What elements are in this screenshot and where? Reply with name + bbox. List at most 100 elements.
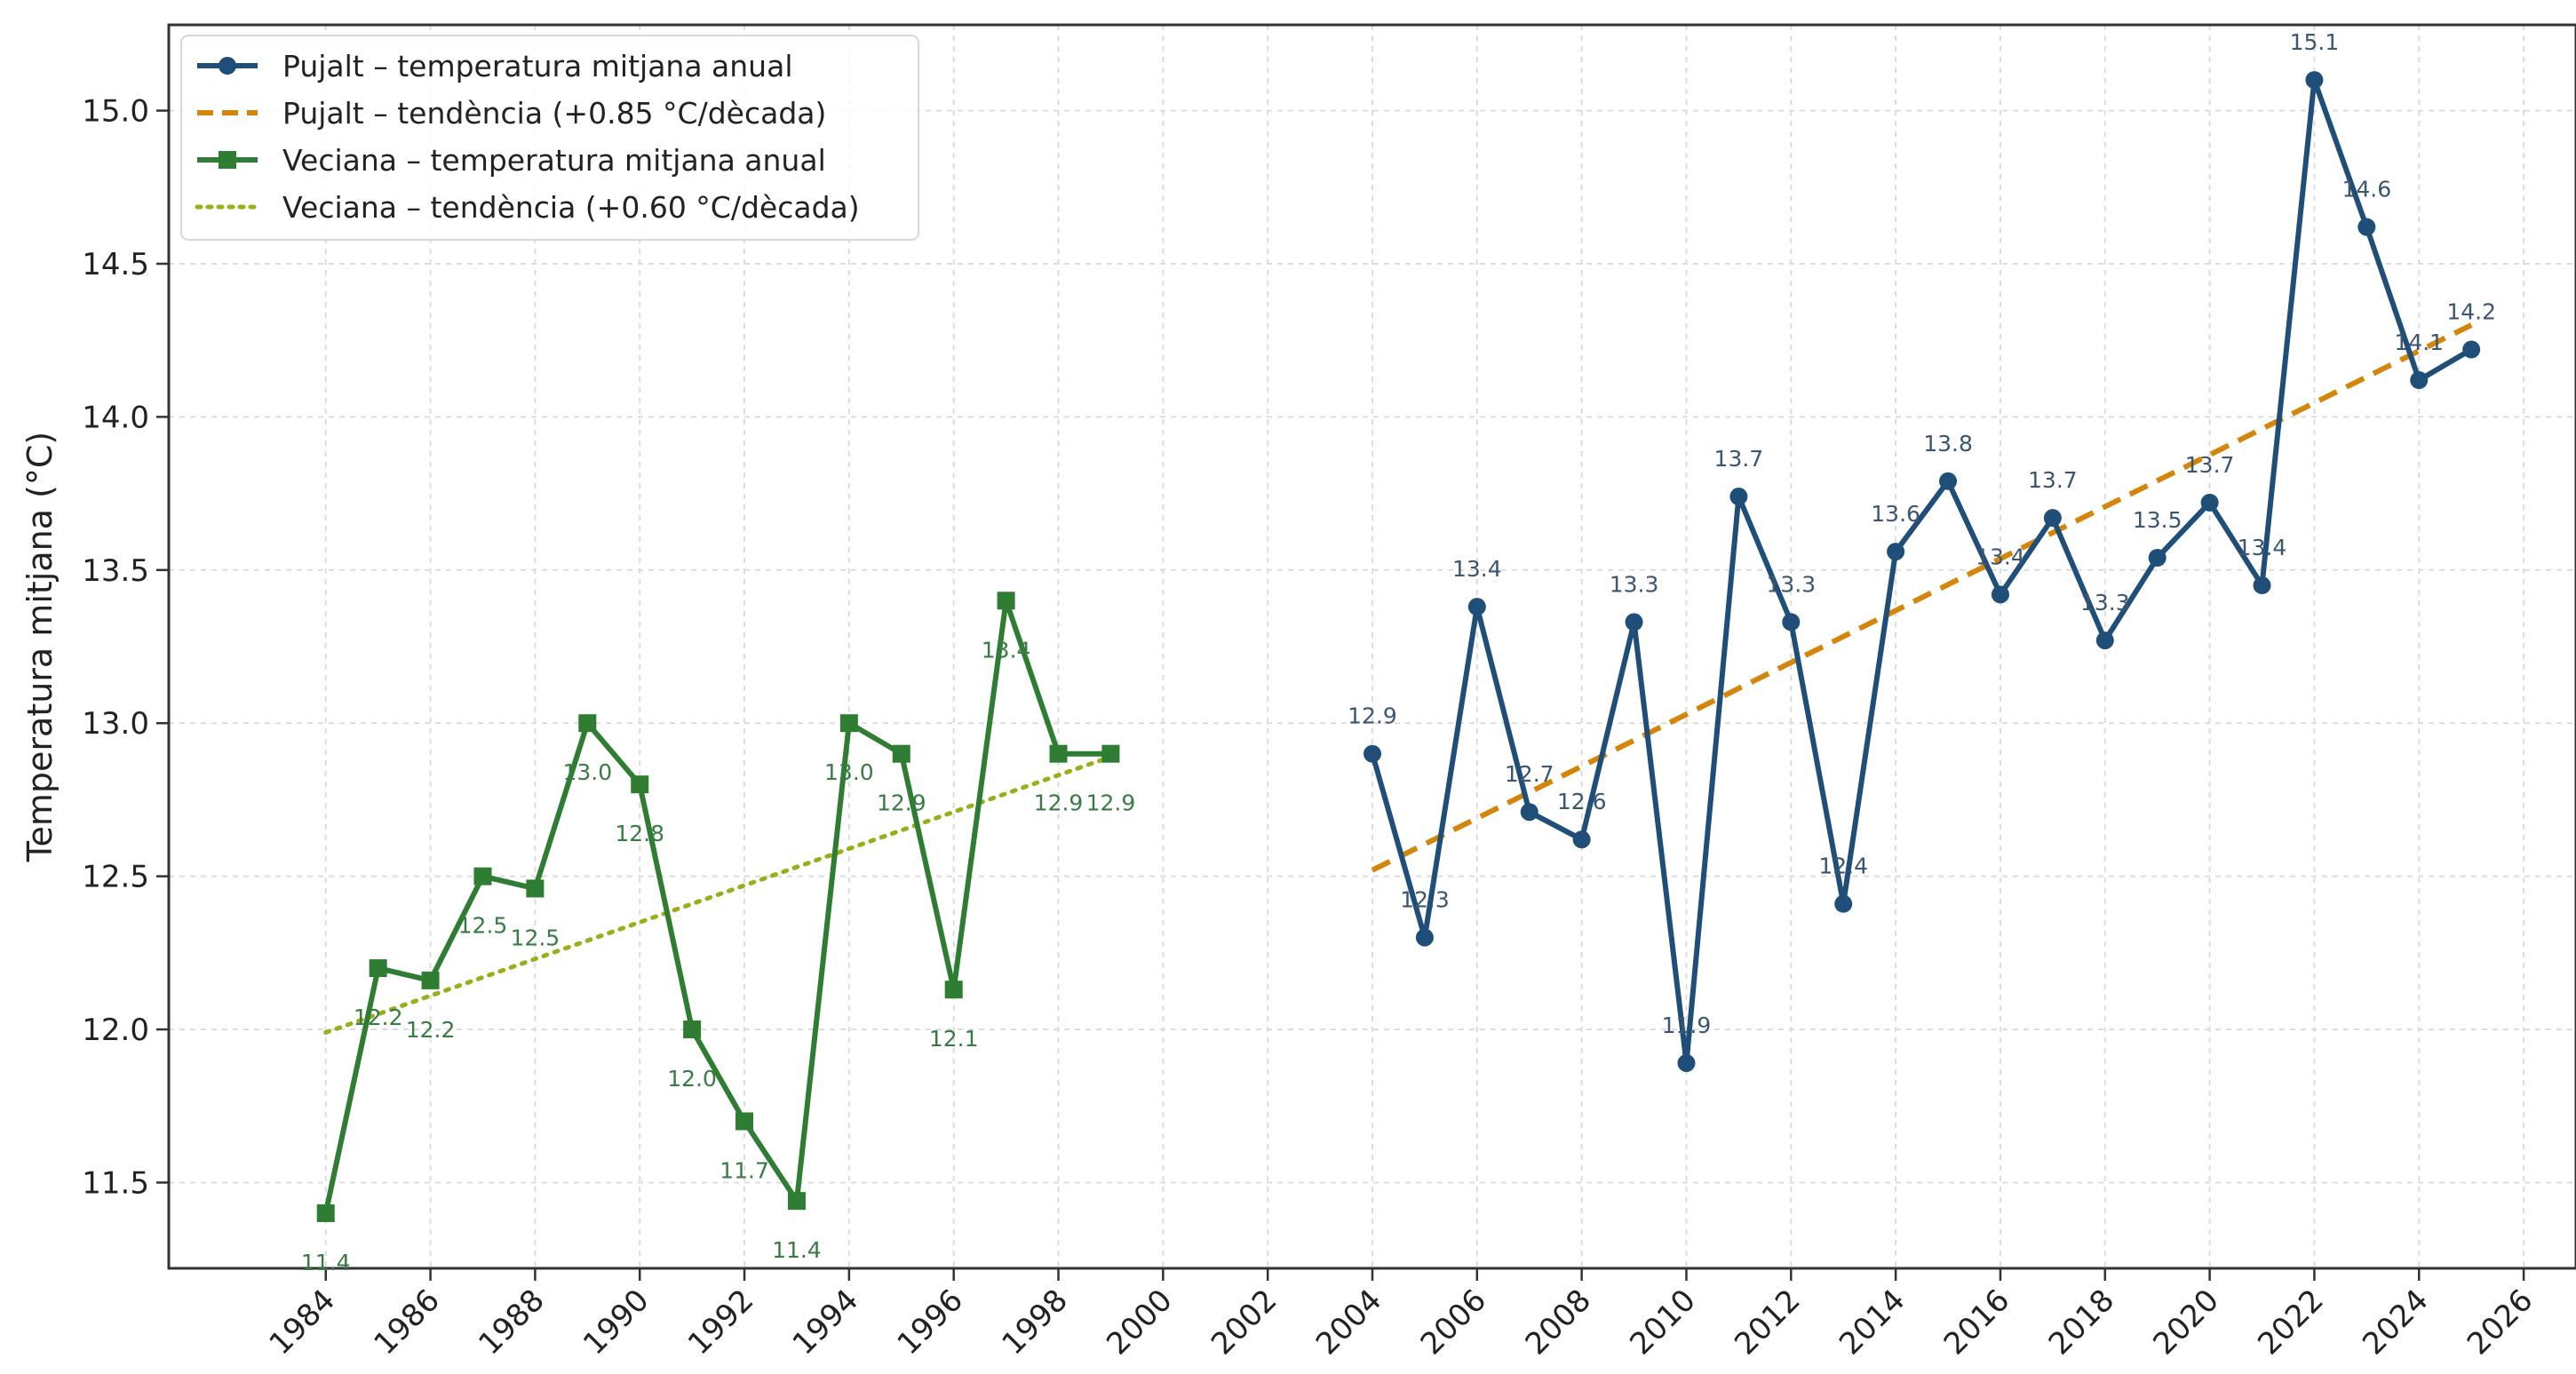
pujalt-point [2462,340,2481,359]
veciana-series-line [322,598,1111,1214]
veciana-data-label: 12.9 [877,790,926,816]
pujalt-data-label: 12.3 [1400,887,1450,913]
y-tick-label: 13.5 [82,553,149,589]
veciana-point [1101,744,1120,763]
pujalt-point [2200,493,2219,512]
data-labels: 11.4 12.2 12.2 12.5 12.5 13.0 12.8 12.0 11.7 11.4… [301,29,2496,1275]
y-tick-label: 14.5 [82,247,149,282]
veciana-data-label: 11.4 [301,1250,351,1275]
legend-marker-circle [219,57,236,75]
pujalt-point [1677,1053,1696,1072]
pujalt-data-label: 13.3 [1610,571,1659,597]
veciana-point [1049,744,1068,763]
pujalt-data-label: 13.3 [2080,590,2130,616]
y-tick-label: 11.5 [82,1165,149,1201]
pujalt-data-label: 13.7 [1714,446,1764,472]
pujalt-series-line [1370,77,2473,1066]
pujalt-point [2043,509,2062,528]
pujalt-point [2305,71,2324,90]
veciana-point [683,1021,702,1039]
veciana-point [473,867,492,886]
veciana-data-label: 11.7 [720,1157,769,1183]
series [316,71,2481,1222]
veciana-point [578,714,597,733]
veciana-point [316,1203,335,1222]
pujalt-data-label: 13.6 [1871,501,1920,527]
y-tick-label: 15.0 [82,94,149,130]
legend-box [180,35,919,241]
veciana-data-label: 12.1 [929,1026,979,1052]
veciana-data-label: 12.0 [667,1066,717,1092]
pujalt-data-label: 14.1 [2394,330,2444,355]
pujalt-point [1991,585,2009,604]
pujalt-point [2148,549,2167,567]
pujalt-data-label: 13.4 [1976,544,2025,569]
veciana-data-label: 11.4 [772,1237,822,1263]
veciana-data-label: 12.2 [354,1005,403,1030]
pujalt-point [1729,488,1748,506]
pujalt-data-label: 13.8 [1923,431,1973,457]
legend-marker-square [219,151,236,169]
legend-entry-label: Pujalt – tendència (+0.85 °C/dècada) [282,96,826,131]
pujalt-data-label: 12.7 [1505,761,1554,787]
veciana-point [892,744,910,763]
veciana-data-label: 13.0 [562,759,612,785]
veciana-data-label: 13.4 [982,637,1031,663]
veciana-data-label: 12.5 [458,913,508,939]
veciana-point [839,714,858,733]
veciana-point [735,1112,754,1131]
pujalt-data-label: 13.7 [2185,452,2235,478]
pujalt-point [1364,744,1381,763]
pujalt-data-label: 15.1 [2290,29,2340,55]
pujalt-point [1782,613,1801,631]
pujalt-data-label: 12.9 [1348,703,1397,729]
pujalt-data-label: 11.9 [1662,1013,1712,1038]
pujalt-point [2357,218,2376,236]
veciana-data-label: 12.9 [1034,790,1084,816]
pujalt-data-label: 13.3 [1766,571,1816,597]
pujalt-data-label: 12.4 [1818,854,1868,879]
veciana-point [526,879,545,898]
pujalt-point [1834,894,1853,913]
y-tick-label: 13.0 [82,706,149,742]
pujalt-data-label: 12.6 [1557,789,1607,814]
legend: Pujalt – temperatura mitjana anual Pujalt… [180,35,919,241]
pujalt-trend-line [1371,322,2473,873]
veciana-point [631,775,649,794]
veciana-data-label: 12.2 [406,1017,456,1043]
pujalt-data-label: 14.2 [2446,299,2496,325]
pujalt-point [1625,613,1643,631]
pujalt-data-label: 13.5 [2133,507,2182,533]
pujalt-data-label: 13.4 [2238,535,2287,560]
veciana-data-label: 13.0 [824,759,874,785]
legend-entry-label: Veciana – temperatura mitjana anual [282,143,826,178]
pujalt-point [2095,631,2114,650]
y-tick-label: 12.0 [82,1013,149,1048]
legend-entry-label: Pujalt – temperatura mitjana anual [282,49,793,83]
pujalt-data-label: 13.7 [2028,467,2078,493]
veciana-point [944,981,963,999]
veciana-point [787,1192,806,1211]
pujalt-point [1939,472,1958,490]
y-axis-label: Temperatura mitjana (°C) [20,432,60,862]
pujalt-data-label: 13.4 [1452,556,1502,582]
pujalt-point [1887,543,1905,561]
pujalt-point [2410,371,2429,389]
y-tick-label: 14.0 [82,400,149,435]
veciana-data-label: 12.9 [1086,790,1136,816]
y-tick-label: 12.5 [82,860,149,895]
legend-entry-label: Veciana – tendència (+0.60 °C/dècada) [282,190,860,225]
veciana-point [997,592,1015,610]
pujalt-point [1415,928,1434,947]
veciana-point [421,971,440,989]
pujalt-point [2253,576,2271,595]
veciana-point [369,959,387,978]
veciana-data-label: 12.8 [615,821,664,846]
pujalt-point [1520,803,1538,822]
pujalt-point [1467,598,1486,616]
veciana-data-label: 12.5 [511,925,561,950]
pujalt-point [1572,830,1591,849]
pujalt-data-label: 14.6 [2342,177,2392,203]
